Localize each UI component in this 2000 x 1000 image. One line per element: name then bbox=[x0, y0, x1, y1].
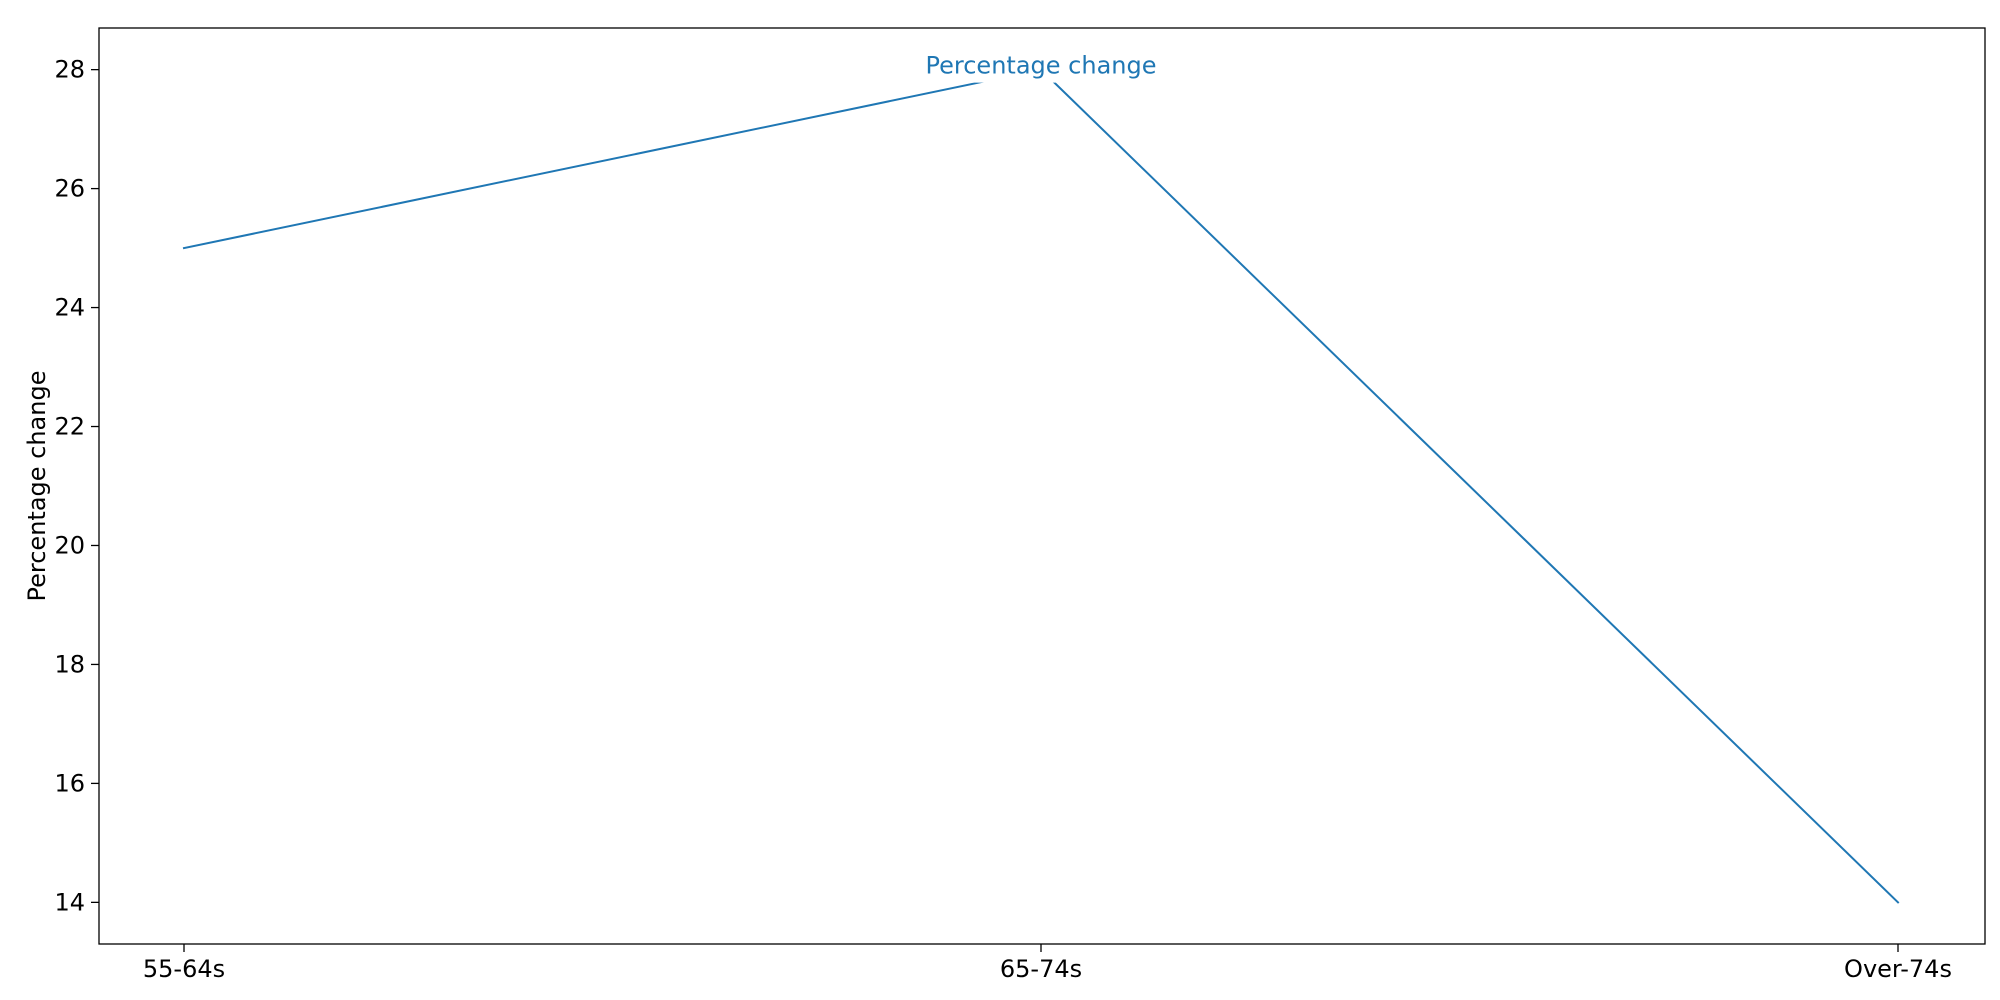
series-label: Percentage change bbox=[926, 52, 1157, 80]
x-tick-label: 55-64s bbox=[143, 955, 225, 983]
series-label-background bbox=[919, 44, 1163, 83]
y-tick-label: 24 bbox=[54, 294, 85, 322]
y-tick-label: 14 bbox=[54, 888, 85, 916]
y-axis-ticks: 14 16 18 20 22 24 26 28 bbox=[54, 56, 99, 916]
x-tick-label: 65-74s bbox=[1000, 955, 1082, 983]
y-tick-label: 28 bbox=[54, 56, 85, 84]
x-tick-label: Over-74s bbox=[1844, 955, 1952, 983]
y-tick-label: 26 bbox=[54, 175, 85, 203]
x-axis-ticks: 55-64s 65-74s Over-74s bbox=[143, 944, 1952, 983]
y-tick-label: 20 bbox=[54, 531, 85, 559]
plot-frame bbox=[98, 27, 1986, 945]
y-tick-label: 18 bbox=[54, 650, 85, 678]
y-tick-label: 22 bbox=[54, 413, 85, 441]
y-tick-label: 16 bbox=[54, 769, 85, 797]
plot-area: Percentage change bbox=[182, 44, 1900, 904]
y-axis-title: Percentage change bbox=[23, 371, 51, 602]
